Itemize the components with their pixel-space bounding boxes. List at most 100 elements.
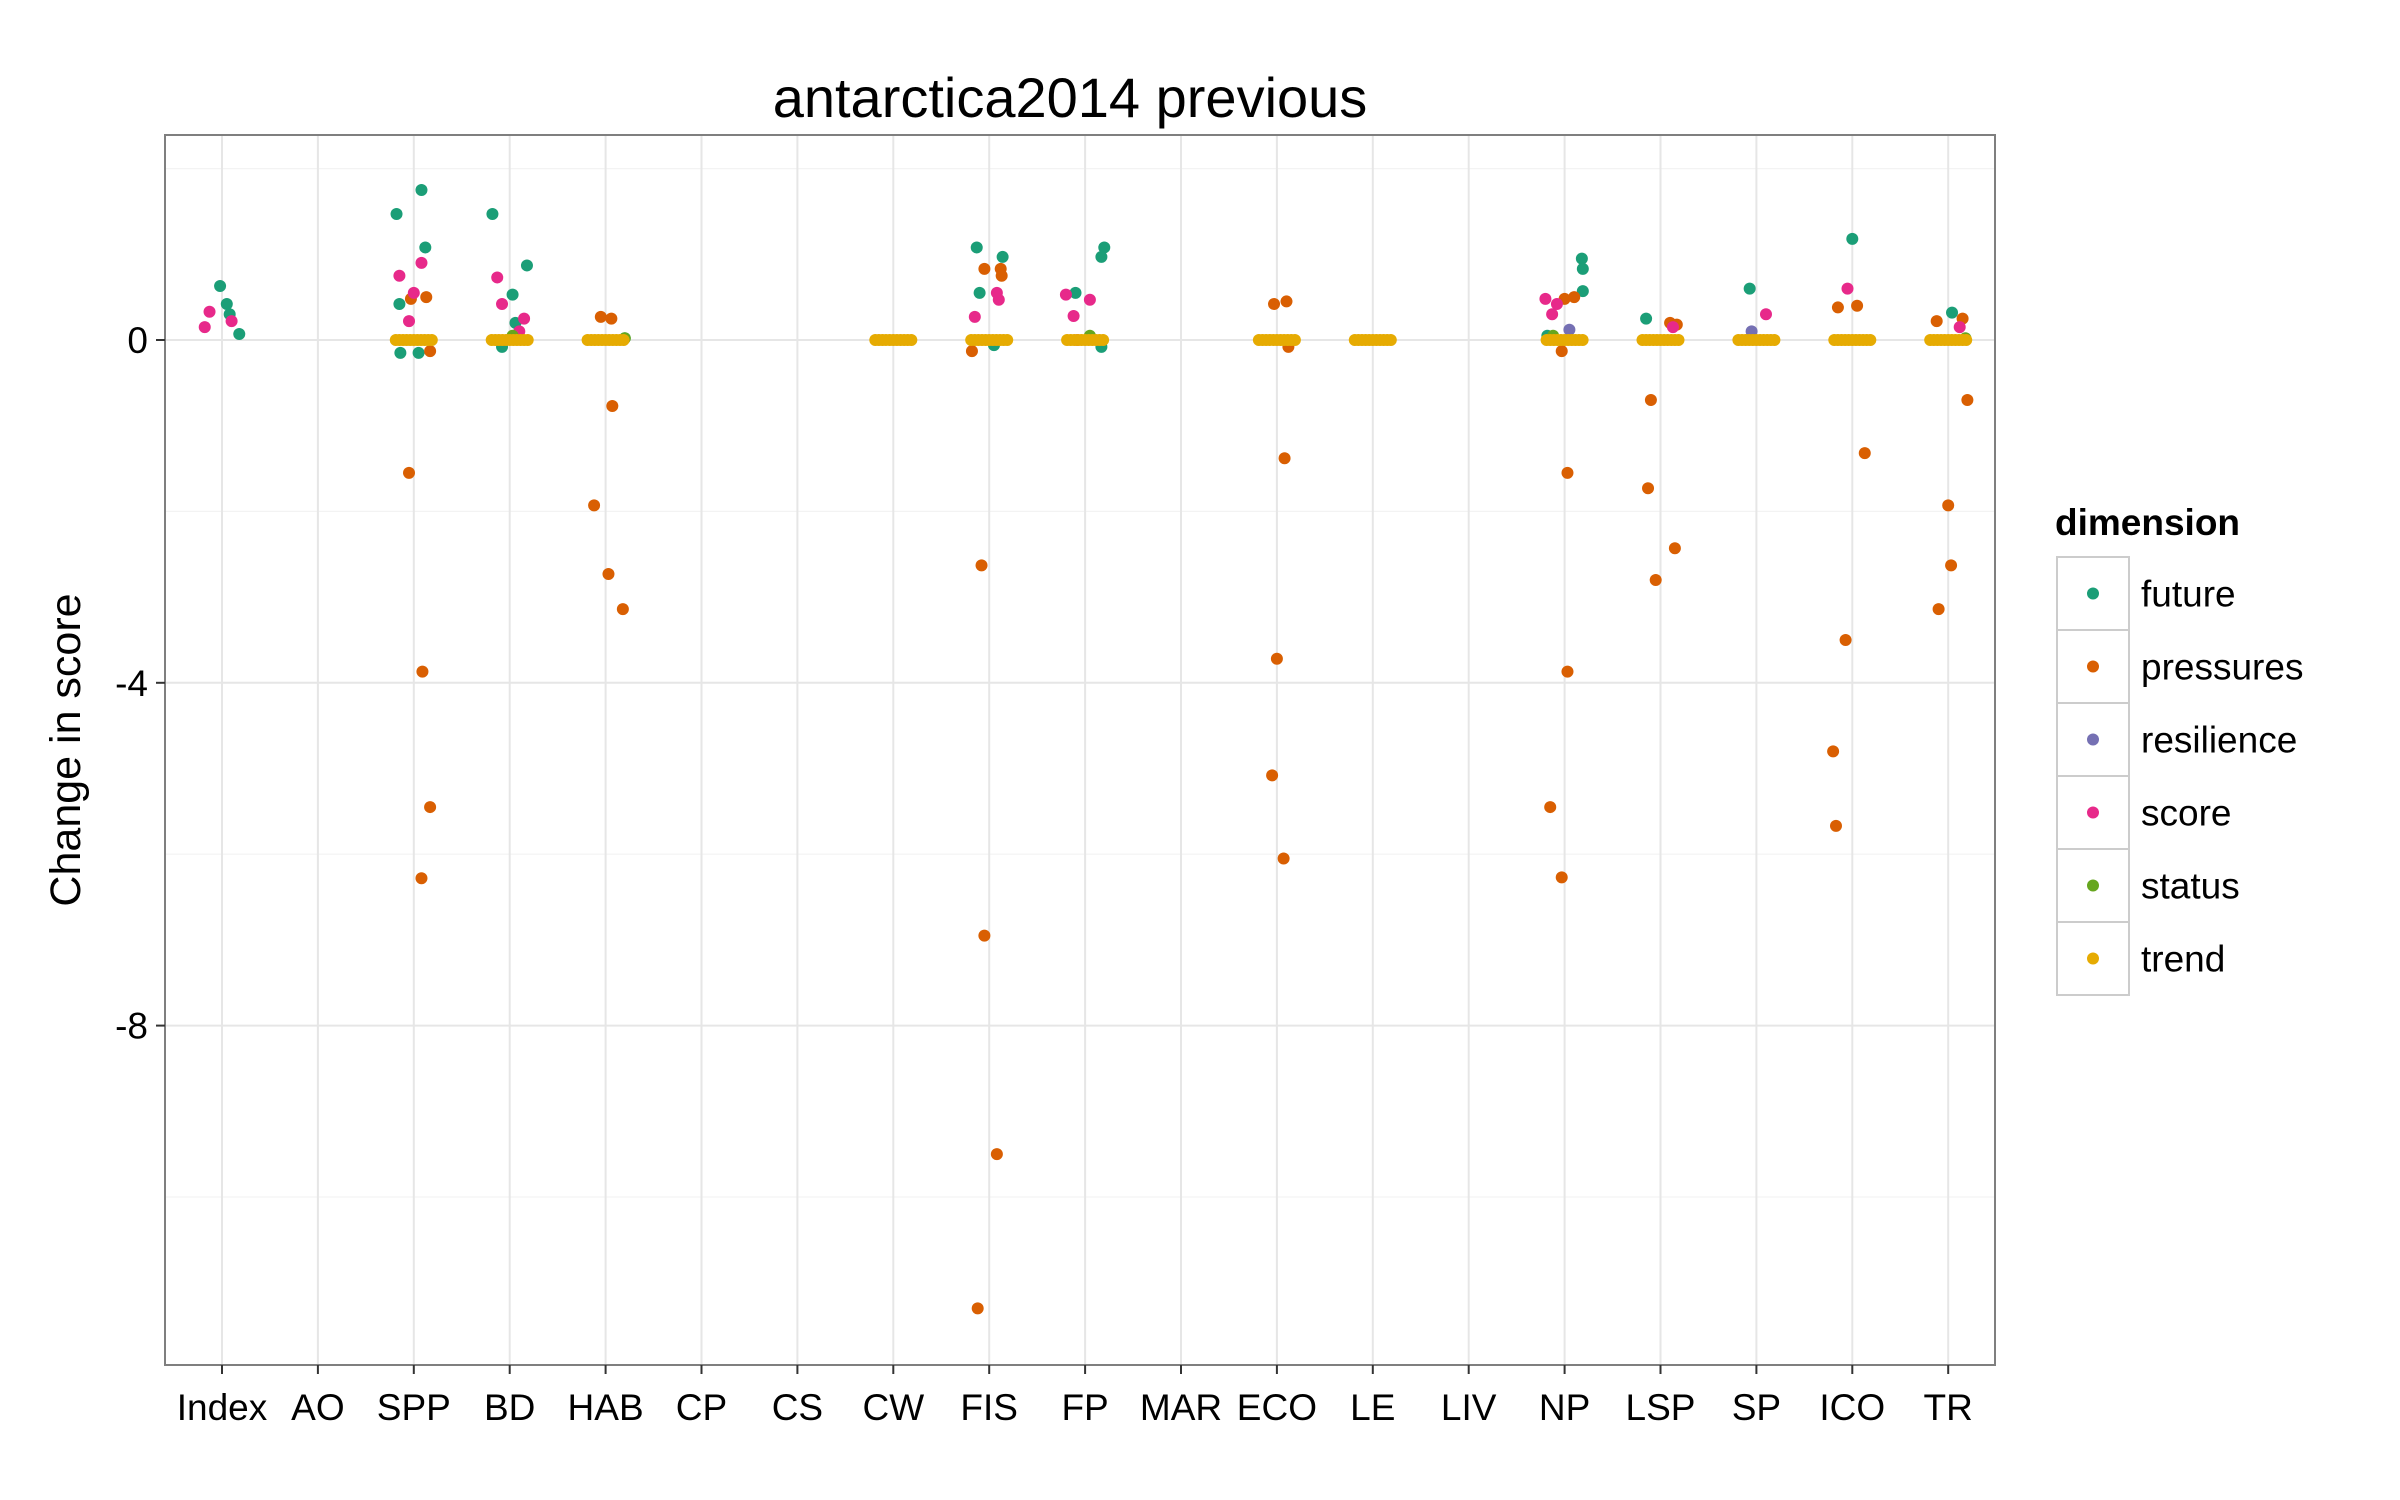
point-score xyxy=(1550,298,1563,311)
point-pressures xyxy=(424,345,437,358)
point-pressures xyxy=(415,872,428,885)
x-tick-label-le: LE xyxy=(1350,1387,1395,1428)
point-pressures xyxy=(1568,291,1581,304)
point-score xyxy=(1666,321,1679,334)
legend-swatch-trend xyxy=(2087,952,2099,965)
point-pressures xyxy=(978,262,991,275)
point-pressures xyxy=(416,665,429,678)
point-future xyxy=(412,346,425,359)
point-score xyxy=(968,310,981,323)
point-future xyxy=(220,298,233,311)
x-tick-label-hab: HAB xyxy=(568,1387,644,1428)
point-pressures xyxy=(990,1148,1003,1161)
x-tick-label-cp: CP xyxy=(676,1387,727,1428)
point-future xyxy=(390,208,403,221)
point-pressures xyxy=(1277,852,1290,865)
x-axis: Index AO SPP BD HAB CP CS CW FIS FP MAR ECO LE LIV NP L… xyxy=(177,1365,1973,1428)
point-future xyxy=(506,288,519,301)
x-tick-label-fis: FIS xyxy=(960,1387,1018,1428)
point-pressures xyxy=(965,345,978,358)
point-future xyxy=(233,328,246,341)
x-tick-label-bd: BD xyxy=(484,1387,535,1428)
x-tick-label-fp: FP xyxy=(1061,1387,1108,1428)
point-score xyxy=(393,269,406,282)
point-pressures xyxy=(1851,299,1864,312)
point-pressures xyxy=(1642,482,1655,495)
chart-title: antarctica2014 previous xyxy=(773,66,1368,129)
point-pressures xyxy=(1555,345,1568,358)
x-tick-label-spp: SPP xyxy=(377,1387,451,1428)
point-pressures xyxy=(420,291,433,304)
legend-swatch-score xyxy=(2087,806,2099,819)
point-score xyxy=(518,312,531,325)
legend-title: dimension xyxy=(2055,502,2240,543)
legend-label-resilience: resilience xyxy=(2141,720,2297,761)
point-pressures xyxy=(403,466,416,479)
point-pressures xyxy=(588,499,601,512)
point-pressures xyxy=(1668,542,1681,555)
point-pressures xyxy=(1827,745,1840,758)
x-tick-label-np: NP xyxy=(1539,1387,1590,1428)
point-trend xyxy=(1288,334,1301,346)
point-pressures xyxy=(1945,559,1958,572)
plot-panel xyxy=(164,134,1996,1366)
legend-swatch-pressures xyxy=(2087,660,2099,673)
point-trend xyxy=(1001,334,1014,346)
point-pressures xyxy=(975,559,988,572)
point-pressures xyxy=(971,1302,984,1315)
legend-swatch-future xyxy=(2087,587,2099,600)
point-pressures xyxy=(616,603,629,616)
point-pressures xyxy=(1270,652,1283,665)
point-trend xyxy=(905,334,918,346)
point-pressures xyxy=(978,929,991,942)
point-pressures xyxy=(1829,819,1842,832)
point-trend xyxy=(1768,334,1781,346)
point-pressures xyxy=(1266,769,1279,782)
point-trend xyxy=(1097,334,1110,346)
point-trend xyxy=(425,334,438,346)
legend-swatch-resilience xyxy=(2087,733,2099,746)
point-pressures xyxy=(1858,447,1871,460)
legend-entries: future pressures resilience score status tren… xyxy=(2056,556,2303,996)
point-score xyxy=(496,298,509,311)
x-tick-label-tr: TR xyxy=(1924,1387,1973,1428)
point-pressures xyxy=(605,312,618,325)
point-pressures xyxy=(995,269,1008,282)
point-future xyxy=(1576,285,1589,298)
plot-border xyxy=(164,134,1996,1366)
point-future xyxy=(996,250,1009,263)
point-future xyxy=(1846,232,1859,245)
point-score xyxy=(1067,310,1080,323)
point-score xyxy=(1083,293,1096,306)
x-tick-label-ico: ICO xyxy=(1819,1387,1885,1428)
point-score xyxy=(225,315,238,328)
point-pressures xyxy=(424,801,437,814)
point-score xyxy=(1953,321,1966,334)
x-tick-label-cs: CS xyxy=(772,1387,823,1428)
point-future xyxy=(1640,312,1653,325)
legend-label-score: score xyxy=(2141,793,2231,834)
point-pressures xyxy=(1544,801,1557,814)
point-score xyxy=(1539,292,1552,305)
point-pressures xyxy=(1930,315,1943,328)
point-pressures xyxy=(1932,603,1945,616)
point-score xyxy=(1546,308,1559,321)
point-score xyxy=(1059,288,1072,301)
x-tick-label-cw: CW xyxy=(862,1387,924,1428)
point-future xyxy=(415,184,428,197)
point-pressures xyxy=(1831,301,1844,314)
point-score xyxy=(203,305,216,318)
legend: dimension future pressures resilience score… xyxy=(2055,502,2303,996)
point-future xyxy=(1946,306,1959,319)
point-pressures xyxy=(1644,393,1657,406)
point-future xyxy=(419,241,432,254)
plot-background xyxy=(165,135,1995,1365)
point-future xyxy=(1743,282,1756,295)
y-tick-label: -8 xyxy=(115,1006,148,1047)
point-score xyxy=(491,271,504,284)
point-trend xyxy=(1576,334,1589,346)
point-pressures xyxy=(1280,295,1293,308)
point-pressures xyxy=(1649,573,1662,586)
point-trend xyxy=(1672,334,1685,346)
